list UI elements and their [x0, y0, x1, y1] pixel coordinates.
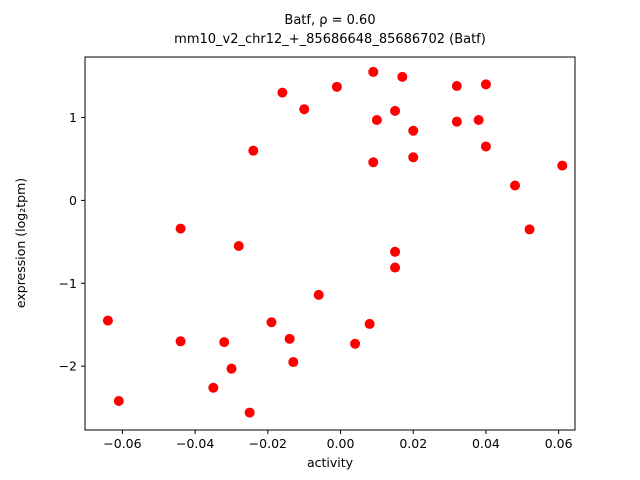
- scatter-point: [524, 224, 535, 235]
- y-axis-label: expression (log₂tpm): [13, 178, 28, 308]
- plot-border: [84, 56, 576, 431]
- scatter-point: [175, 336, 186, 347]
- x-tick-label: 0.04: [472, 436, 500, 451]
- scatter-point: [226, 363, 237, 374]
- scatter-point: [331, 81, 342, 92]
- scatter-point: [277, 87, 288, 98]
- x-tick-label: 0.00: [327, 436, 355, 451]
- x-tick-label: 0.02: [399, 436, 427, 451]
- chart-subtitle: mm10_v2_chr12_+_85686648_85686702 (Batf): [174, 32, 486, 47]
- y-tick-label: 1: [69, 110, 77, 125]
- scatter-point: [313, 289, 324, 300]
- x-axis-label: activity: [307, 455, 354, 470]
- scatter-point: [408, 125, 419, 136]
- scatter-point: [473, 114, 484, 125]
- scatter-point: [244, 407, 255, 418]
- x-axis-ticks: −0.06 −0.04 −0.02 0.00 0.02 0.04 0.06: [103, 430, 573, 451]
- scatter-point: [480, 79, 491, 90]
- chart-title: Batf, ρ = 0.60: [284, 13, 375, 28]
- scatter-point: [248, 145, 259, 156]
- scatter-point: [510, 180, 521, 191]
- scatter-points: [102, 66, 568, 418]
- scatter-point: [266, 317, 277, 328]
- scatter-point: [480, 141, 491, 152]
- scatter-point: [233, 240, 244, 251]
- scatter-point: [284, 333, 295, 344]
- scatter-point: [371, 114, 382, 125]
- scatter-point: [364, 318, 375, 329]
- y-axis-ticks: −2 −1 0 1: [59, 110, 85, 374]
- scatter-point: [102, 315, 113, 326]
- scatter-point: [368, 157, 379, 168]
- y-tick-label: −1: [59, 276, 77, 291]
- scatter-point: [368, 66, 379, 77]
- scatter-point: [451, 116, 462, 127]
- x-tick-label: 0.06: [545, 436, 573, 451]
- scatter-point: [397, 71, 408, 82]
- x-tick-label: −0.06: [103, 436, 141, 451]
- scatter-point: [451, 81, 462, 92]
- scatter-point: [175, 223, 186, 234]
- scatter-point: [113, 395, 124, 406]
- scatter-point: [390, 246, 401, 257]
- y-tick-label: 0: [69, 193, 77, 208]
- x-tick-label: −0.04: [176, 436, 214, 451]
- scatter-point: [390, 262, 401, 273]
- y-tick-label: −2: [59, 359, 77, 374]
- scatter-point: [350, 338, 361, 349]
- x-tick-label: −0.02: [249, 436, 287, 451]
- scatter-point: [390, 105, 401, 116]
- scatter-point: [219, 337, 230, 348]
- scatter-point: [408, 152, 419, 163]
- scatter-point: [208, 382, 219, 393]
- scatter-point: [299, 104, 310, 115]
- scatter-point: [557, 160, 568, 171]
- scatter-point: [288, 357, 299, 368]
